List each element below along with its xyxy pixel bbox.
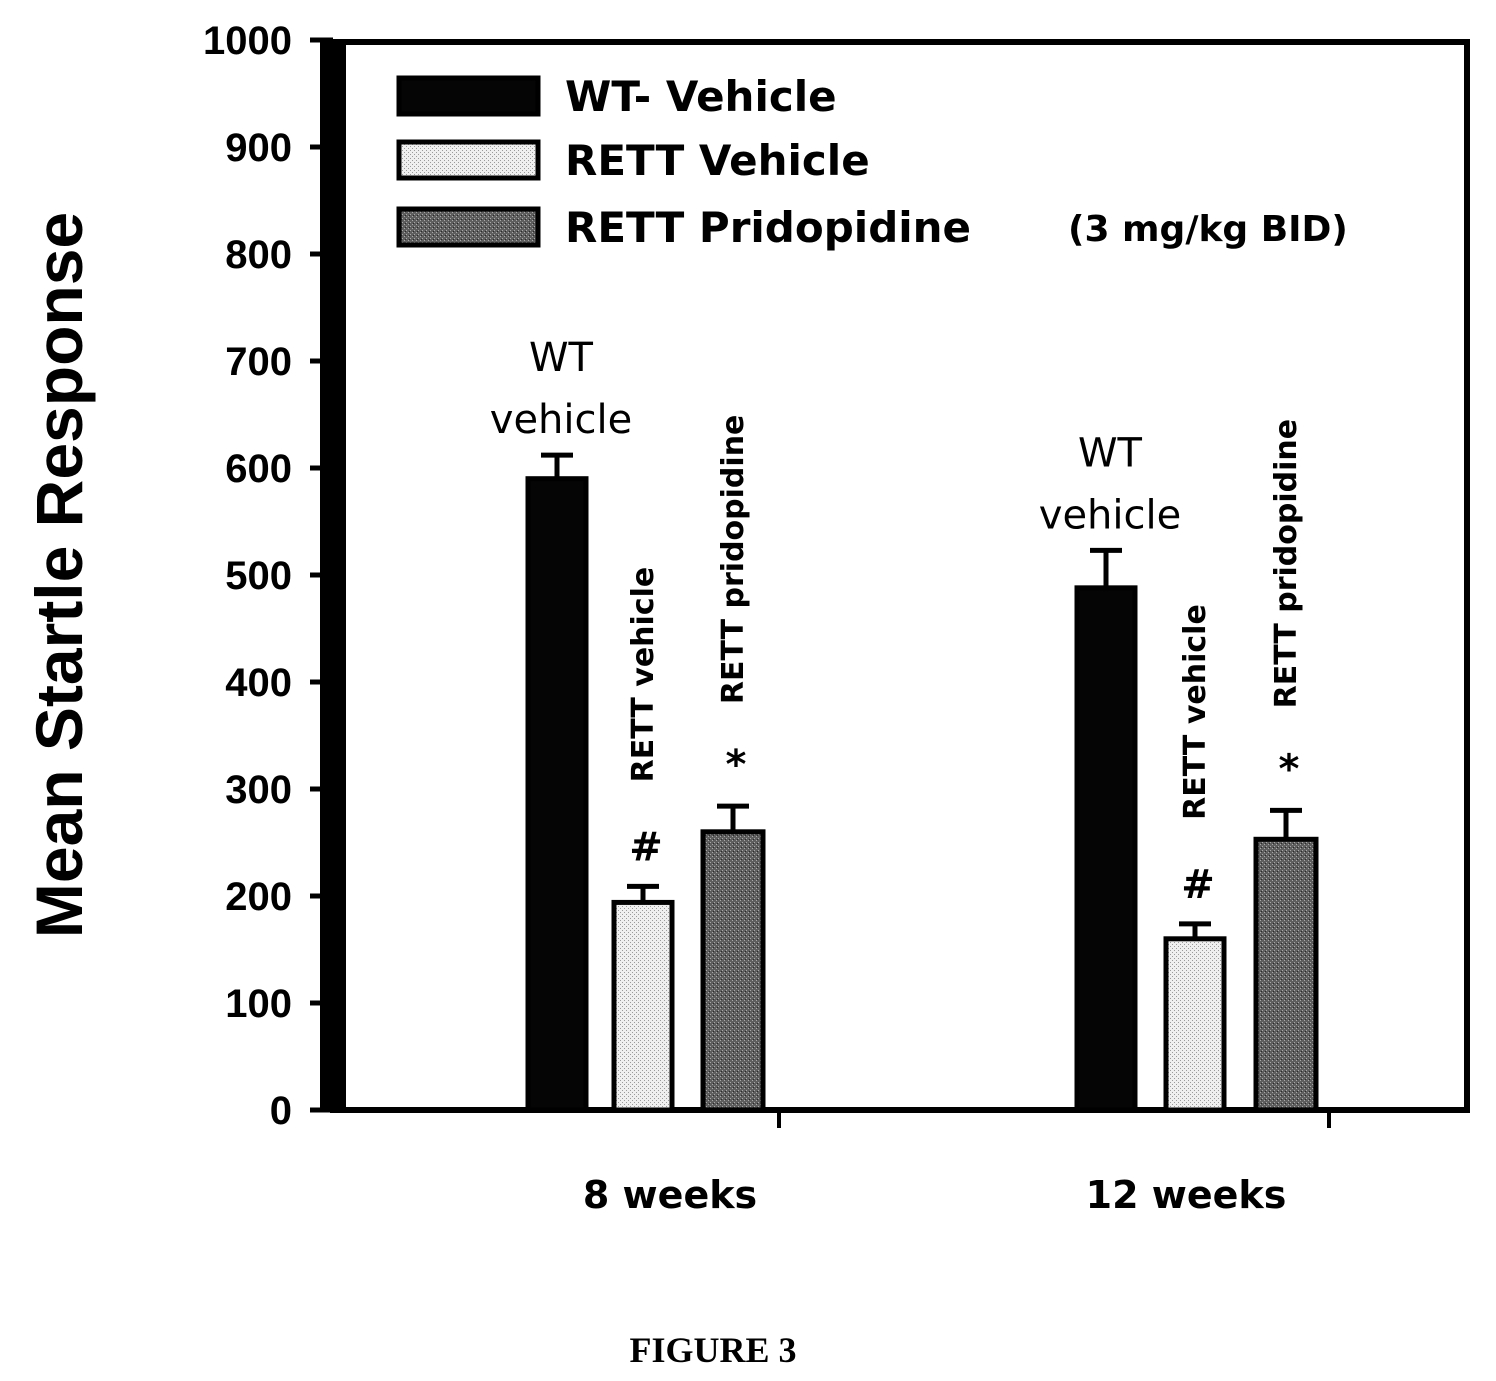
significance-mark: # bbox=[629, 824, 663, 870]
legend-label: RETT Vehicle bbox=[565, 136, 870, 185]
significance-mark: * bbox=[726, 742, 747, 788]
bar-annotations: WT vehicle RETT vehicle RETT pridopidine WT v… bbox=[490, 335, 1304, 908]
bar-annotation: WT bbox=[1078, 430, 1143, 476]
y-tick-label: 200 bbox=[225, 875, 292, 919]
x-category-label: 8 weeks bbox=[583, 1173, 757, 1217]
legend-label: RETT Pridopidine bbox=[565, 203, 971, 252]
legend: WT- Vehicle RETT Vehicle RETT Pridopidine (… bbox=[396, 72, 1348, 252]
bar bbox=[611, 899, 675, 1113]
bar-annotation: RETT pridopidine bbox=[716, 415, 751, 705]
y-tick-label: 700 bbox=[225, 340, 292, 384]
legend-label: WT- Vehicle bbox=[565, 72, 837, 121]
y-tick-label: 0 bbox=[270, 1089, 292, 1133]
bar-annotation: RETT vehicle bbox=[1178, 604, 1213, 820]
bar bbox=[525, 476, 589, 1113]
bar-annotation: WT bbox=[529, 335, 594, 381]
bar-annotation: RETT vehicle bbox=[626, 567, 661, 783]
y-tick-label: 500 bbox=[225, 554, 292, 598]
legend-note: (3 mg/kg BID) bbox=[1068, 209, 1348, 250]
legend-swatch bbox=[396, 206, 541, 248]
bar-annotation: vehicle bbox=[490, 397, 632, 443]
bar-annotation: vehicle bbox=[1039, 492, 1181, 538]
y-tick-label: 300 bbox=[225, 768, 292, 812]
y-tick-label: 1000 bbox=[203, 19, 292, 63]
y-axis-ticks: 0 100 200 300 400 500 600 700 800 900 1000 bbox=[203, 19, 333, 1133]
bar bbox=[1163, 936, 1227, 1113]
bars bbox=[525, 452, 1319, 1113]
x-category-label: 12 weeks bbox=[1086, 1173, 1287, 1217]
legend-swatch bbox=[396, 75, 541, 117]
y-tick-label: 100 bbox=[225, 982, 292, 1026]
bar-annotation: RETT pridopidine bbox=[1269, 419, 1304, 709]
y-tick-label: 900 bbox=[225, 126, 292, 170]
bar bbox=[700, 829, 766, 1113]
y-tick-label: 400 bbox=[225, 661, 292, 705]
x-axis-ticks: 8 weeks 12 weeks bbox=[583, 1110, 1331, 1217]
significance-mark: # bbox=[1181, 862, 1215, 908]
y-axis-title: Mean Startle Response bbox=[22, 212, 96, 938]
significance-mark: * bbox=[1279, 746, 1300, 792]
legend-swatch bbox=[396, 139, 541, 181]
bar bbox=[1253, 836, 1319, 1113]
y-tick-label: 600 bbox=[225, 447, 292, 491]
bar bbox=[1074, 585, 1138, 1113]
y-tick-label: 800 bbox=[225, 233, 292, 277]
figure-caption: FIGURE 3 bbox=[629, 1330, 796, 1370]
